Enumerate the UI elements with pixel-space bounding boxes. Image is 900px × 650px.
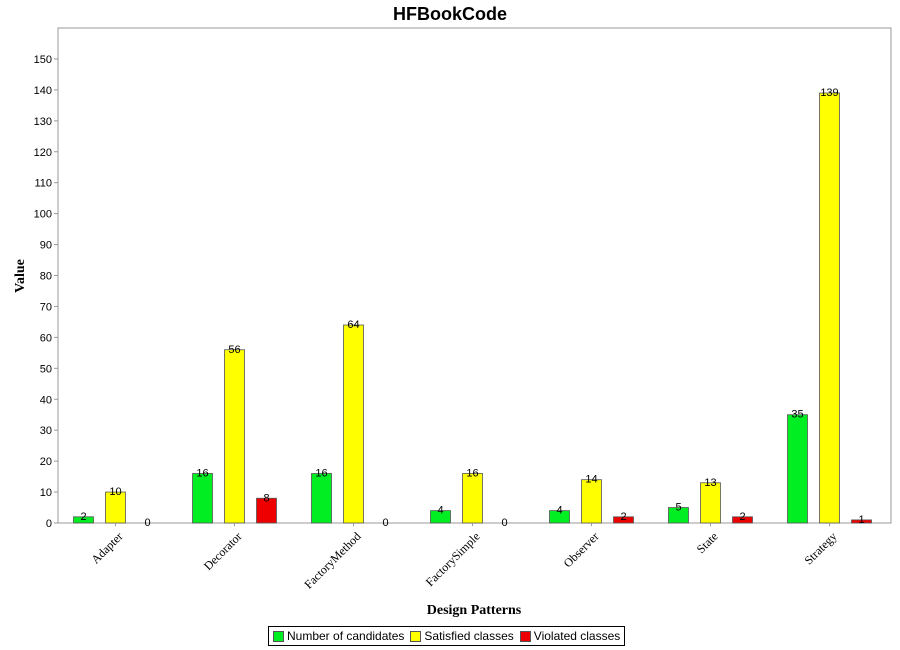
bar-number-of-candidates	[787, 414, 808, 524]
bar-number-of-candidates	[73, 516, 94, 524]
legend-item: Violated classes	[519, 629, 621, 643]
y-axis: 0 10 20 30 40 50 60 70 80 90 100 110 120 130 140 150	[34, 54, 58, 530]
data-label: 2	[739, 511, 745, 523]
y-tick-label: 90	[40, 240, 52, 252]
data-label: 2	[620, 511, 626, 523]
x-axis-label: Design Patterns	[427, 603, 522, 618]
plot-area	[57, 27, 892, 524]
bar-satisfied-classes	[700, 482, 721, 524]
bar-number-of-candidates	[311, 473, 332, 524]
chart-legend: Number of candidates Satisfied classes Vio…	[268, 626, 626, 646]
y-tick-label: 0	[46, 518, 52, 530]
y-tick-label: 40	[40, 394, 52, 406]
category-label: Adapter	[88, 529, 125, 566]
bar-violated-classes	[256, 497, 277, 524]
y-tick-label: 150	[34, 54, 52, 66]
category-label: Strategy	[801, 529, 839, 567]
data-label: 56	[228, 344, 240, 356]
y-tick-label: 110	[34, 178, 52, 190]
y-tick-label: 60	[40, 332, 52, 344]
category-label: State	[694, 529, 721, 556]
bar-number-of-candidates	[192, 473, 213, 524]
bar-number-of-candidates	[668, 507, 689, 524]
data-label: 14	[585, 474, 597, 486]
data-label: 4	[437, 505, 443, 517]
legend-label: Violated classes	[533, 629, 621, 643]
bar-violated-classes	[613, 516, 634, 524]
data-label: 2	[80, 511, 86, 523]
data-label: 64	[347, 319, 359, 331]
data-label: 35	[791, 409, 803, 421]
y-tick-label: 30	[40, 425, 52, 437]
y-tick-label: 20	[40, 456, 52, 468]
y-tick-label: 50	[40, 363, 52, 375]
bar-satisfied-classes	[224, 349, 245, 524]
data-label: 16	[315, 468, 327, 480]
data-label: 139	[820, 87, 838, 99]
bar-satisfied-classes	[819, 92, 840, 524]
y-tick-label: 70	[40, 301, 52, 313]
legend-swatch	[410, 630, 422, 642]
data-label: 0	[144, 517, 150, 529]
bar-violated-classes	[732, 516, 753, 524]
bar-number-of-candidates	[430, 510, 451, 524]
y-tick-label: 100	[34, 209, 52, 221]
y-tick-label: 80	[40, 271, 52, 283]
y-axis-label: Value	[13, 259, 28, 293]
legend-item: Satisfied classes	[410, 629, 514, 643]
category-label: FactoryMethod	[301, 529, 363, 591]
bar-violated-classes	[851, 519, 872, 524]
bar-number-of-candidates	[549, 510, 570, 524]
data-label: 13	[704, 477, 716, 489]
data-label: 16	[466, 468, 478, 480]
bars-group: 2 10 0 16 56 8 16 64 0 4 16 0 4 14 2 5 13 2 35 139 1	[73, 87, 872, 529]
legend-swatch	[519, 630, 531, 642]
data-label: 4	[556, 505, 562, 517]
x-axis: Adapter Decorator FactoryMethod FactorySimp…	[88, 523, 840, 591]
bar-satisfied-classes	[462, 473, 483, 524]
data-label: 10	[109, 486, 121, 498]
category-label: Observer	[561, 529, 602, 570]
legend-label: Satisfied classes	[424, 629, 514, 643]
bar-satisfied-classes	[581, 479, 602, 524]
data-label: 5	[675, 502, 681, 514]
data-label: 16	[196, 468, 208, 480]
data-label: 0	[501, 517, 507, 529]
chart-title: HFBookCode	[393, 4, 507, 24]
data-label: 0	[382, 517, 388, 529]
legend-label: Number of candidates	[287, 629, 405, 643]
legend-item: Number of candidates	[273, 629, 404, 643]
category-label: Decorator	[201, 529, 245, 573]
y-tick-label: 10	[40, 487, 52, 499]
data-label: 1	[858, 514, 864, 526]
data-label: 8	[263, 492, 269, 504]
y-tick-label: 140	[34, 85, 52, 97]
legend-swatch	[273, 630, 284, 642]
y-tick-label: 130	[34, 116, 52, 128]
bar-satisfied-classes	[343, 324, 364, 524]
category-label: FactorySimple	[423, 529, 483, 589]
y-tick-label: 120	[34, 147, 52, 159]
